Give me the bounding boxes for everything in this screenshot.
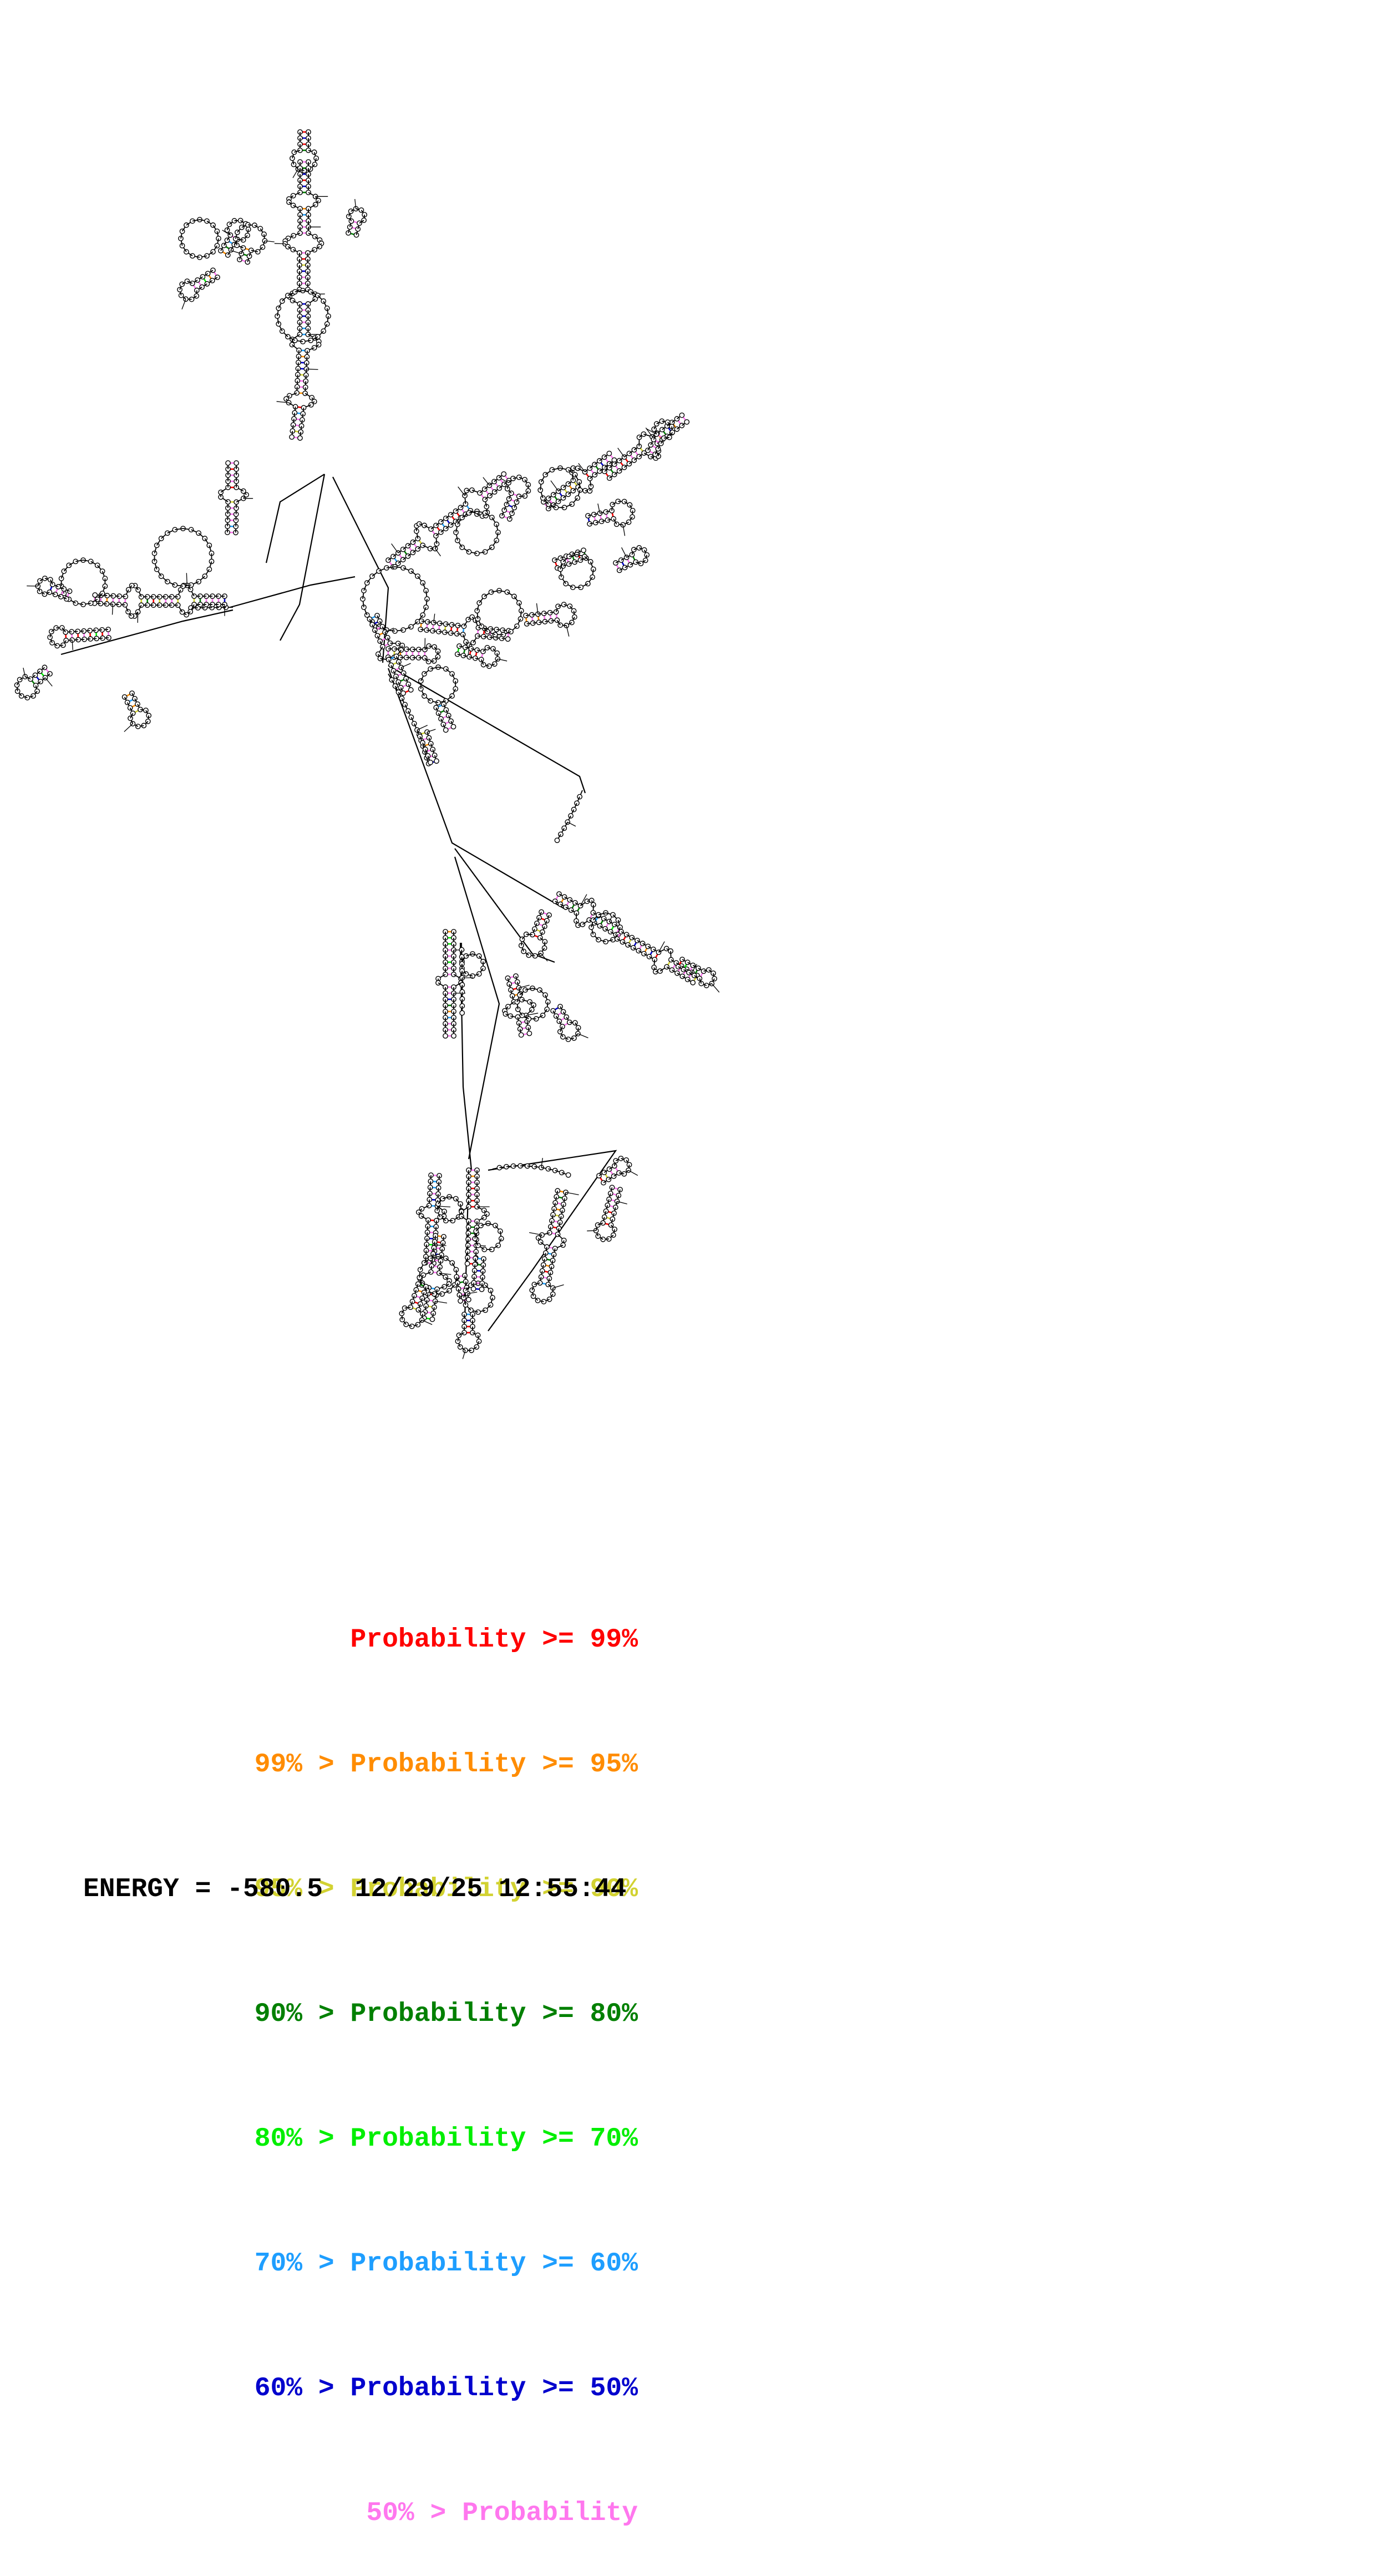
legend-row-prob-80-70: 80% > Probability >= 70%: [83, 2118, 638, 2160]
energy-and-timestamp: ENERGY = -580.5 12/29/25 12:55:44: [83, 1874, 626, 1904]
long-range-backbone-chords: [61, 474, 616, 1331]
rna-helices-and-loops: [14, 130, 719, 1359]
rna-structure-svg: [0, 0, 1375, 1442]
legend-row-prob-60-50: 60% > Probability >= 50%: [83, 2368, 638, 2410]
legend-row-prob-lt-50: 50% > Probability: [83, 2493, 638, 2534]
probability-legend: Probability >= 99% 99% > Probability >= …: [83, 1536, 638, 2576]
rna-structure-plot: [0, 0, 1375, 1442]
legend-row-prob-ge-99: Probability >= 99%: [83, 1619, 638, 1661]
legend-row-prob-90-80: 90% > Probability >= 80%: [83, 1994, 638, 2035]
legend-row-prob-70-60: 70% > Probability >= 60%: [83, 2243, 638, 2285]
legend-row-prob-99-95: 99% > Probability >= 95%: [83, 1744, 638, 1786]
